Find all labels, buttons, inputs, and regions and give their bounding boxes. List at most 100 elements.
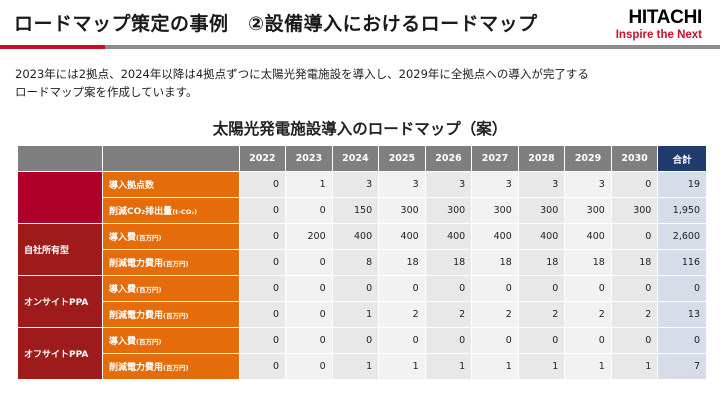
value-cell: 1 (610, 353, 659, 380)
value-cell: 400 (424, 223, 473, 250)
year-header: 2029 (564, 145, 612, 172)
value-cell: 0 (238, 249, 287, 276)
value-cell: 0 (378, 275, 426, 302)
value-cell: 2 (378, 301, 426, 328)
row-label: 削減CO₂排出量(t-CO₂) (101, 197, 240, 224)
value-cell: 18 (564, 249, 612, 276)
year-header: 2028 (517, 145, 566, 172)
value-cell: 0 (238, 301, 287, 328)
value-cell: 0 (238, 197, 287, 224)
total-cell: 19 (657, 171, 707, 198)
value-cell: 8 (331, 249, 380, 276)
table-row: オフサイトPPA 導入費(百万円) 0 0 0 0 0 0 0 0 0 0 (17, 327, 707, 380)
value-cell: 0 (564, 275, 612, 302)
value-cell: 400 (517, 223, 566, 250)
total-cell: 2,600 (657, 223, 707, 250)
total-cell: 1,950 (657, 197, 707, 224)
value-cell: 1 (285, 171, 333, 198)
value-cell: 300 (471, 197, 519, 224)
value-cell: 0 (238, 353, 287, 380)
value-cell: 1 (564, 353, 612, 380)
table-row: 削減電力費用(百万円) 0 0 1 2 2 2 2 2 2 13 (18, 301, 707, 328)
value-cell: 18 (424, 249, 473, 276)
value-cell: 400 (471, 223, 519, 250)
row-unit: (百万円) (136, 286, 162, 294)
value-cell: 2 (610, 301, 659, 328)
row-label: 導入費(百万円) (101, 223, 240, 250)
row-label-text: 導入費 (108, 233, 136, 243)
value-cell: 1 (331, 301, 380, 328)
value-cell: 400 (331, 223, 380, 250)
value-cell: 0 (610, 223, 659, 250)
header-corner-category (17, 145, 103, 172)
intro-text: 2023年には2拠点、2024年以降は4拠点ずつに太陽光発電施設を導入し、202… (15, 65, 705, 101)
year-header: 2026 (424, 145, 473, 172)
total-cell: 7 (657, 353, 707, 380)
year-header: 2024 (331, 145, 380, 172)
hitachi-logo: HITACHI Inspire the Next (615, 8, 703, 42)
value-cell: 1 (471, 353, 519, 380)
value-cell: 3 (378, 171, 426, 198)
total-cell: 13 (657, 301, 707, 328)
year-header: 2025 (378, 145, 426, 172)
row-label-text: 削減電力費用 (108, 311, 163, 321)
year-header: 2030 (610, 145, 659, 172)
intro-line-2: ロードマップ案を作成しています。 (15, 85, 198, 99)
value-cell: 0 (285, 197, 333, 224)
value-cell: 3 (517, 171, 566, 198)
table-row: 削減電力費用(百万円) 0 0 8 18 18 18 18 18 18 116 (18, 249, 707, 276)
value-cell: 0 (331, 275, 380, 302)
row-label-text: 導入費 (108, 337, 136, 347)
value-cell: 18 (378, 249, 426, 276)
value-cell: 0 (610, 327, 659, 354)
total-cell: 0 (657, 275, 707, 302)
value-cell: 18 (471, 249, 519, 276)
row-label: 導入費(百万円) (101, 275, 240, 302)
value-cell: 200 (285, 223, 333, 250)
value-cell: 300 (610, 197, 659, 224)
logo-tagline: Inspire the Next (615, 29, 702, 41)
row-label-text: 導入拠点数 (108, 181, 154, 191)
value-cell: 1 (331, 353, 380, 380)
value-cell: 2 (564, 301, 612, 328)
title-rule (105, 45, 720, 49)
row-unit: (百万円) (163, 260, 189, 268)
roadmap-table: 2022 2023 2024 2025 2026 2027 2028 2029 … (17, 145, 707, 380)
value-cell: 300 (378, 197, 426, 224)
value-cell: 0 (471, 275, 519, 302)
value-cell: 300 (564, 197, 612, 224)
value-cell: 0 (238, 327, 287, 354)
value-cell: 0 (378, 327, 426, 354)
row-label: 削減電力費用(百万円) (101, 301, 240, 328)
row-unit: (百万円) (163, 312, 189, 320)
value-cell: 0 (610, 171, 659, 198)
title-rule-accent (0, 45, 105, 49)
table-body: 導入拠点数 0 1 3 3 3 3 3 3 0 19 削減CO₂排出量(t-CO₂) 0 0 150 300 3… (17, 171, 707, 380)
row-label: 導入拠点数 (101, 171, 240, 198)
value-cell: 3 (471, 171, 519, 198)
value-cell: 3 (331, 171, 380, 198)
value-cell: 0 (285, 249, 333, 276)
value-cell: 150 (331, 197, 380, 224)
year-header: 2023 (285, 145, 333, 172)
year-header: 2022 (238, 145, 287, 172)
row-label: 導入費(百万円) (101, 327, 240, 354)
value-cell: 2 (424, 301, 473, 328)
table-title: 太陽光発電施設導入のロードマップ（案） (212, 120, 508, 138)
row-label: 削減電力費用(百万円) (101, 249, 240, 276)
value-cell: 18 (517, 249, 566, 276)
value-cell: 1 (517, 353, 566, 380)
value-cell: 18 (610, 249, 659, 276)
table-row: 削減電力費用(百万円) 0 0 1 1 1 1 1 1 1 7 (18, 353, 707, 380)
value-cell: 1 (424, 353, 473, 380)
table-row: 導入拠点数 0 1 3 3 3 3 3 3 0 19 (17, 171, 707, 224)
intro-line-1: 2023年には2拠点、2024年以降は4拠点ずつに太陽光発電施設を導入し、202… (15, 67, 589, 81)
value-cell: 300 (517, 197, 566, 224)
table-header-row: 2022 2023 2024 2025 2026 2027 2028 2029 … (17, 145, 707, 172)
value-cell: 0 (424, 275, 473, 302)
year-header: 2027 (471, 145, 519, 172)
table-row: オンサイトPPA 導入費(百万円) 0 0 0 0 0 0 0 0 0 0 (17, 275, 707, 328)
row-label-text: 削減電力費用 (108, 259, 163, 269)
total-cell: 116 (657, 249, 707, 276)
value-cell: 0 (238, 171, 287, 198)
